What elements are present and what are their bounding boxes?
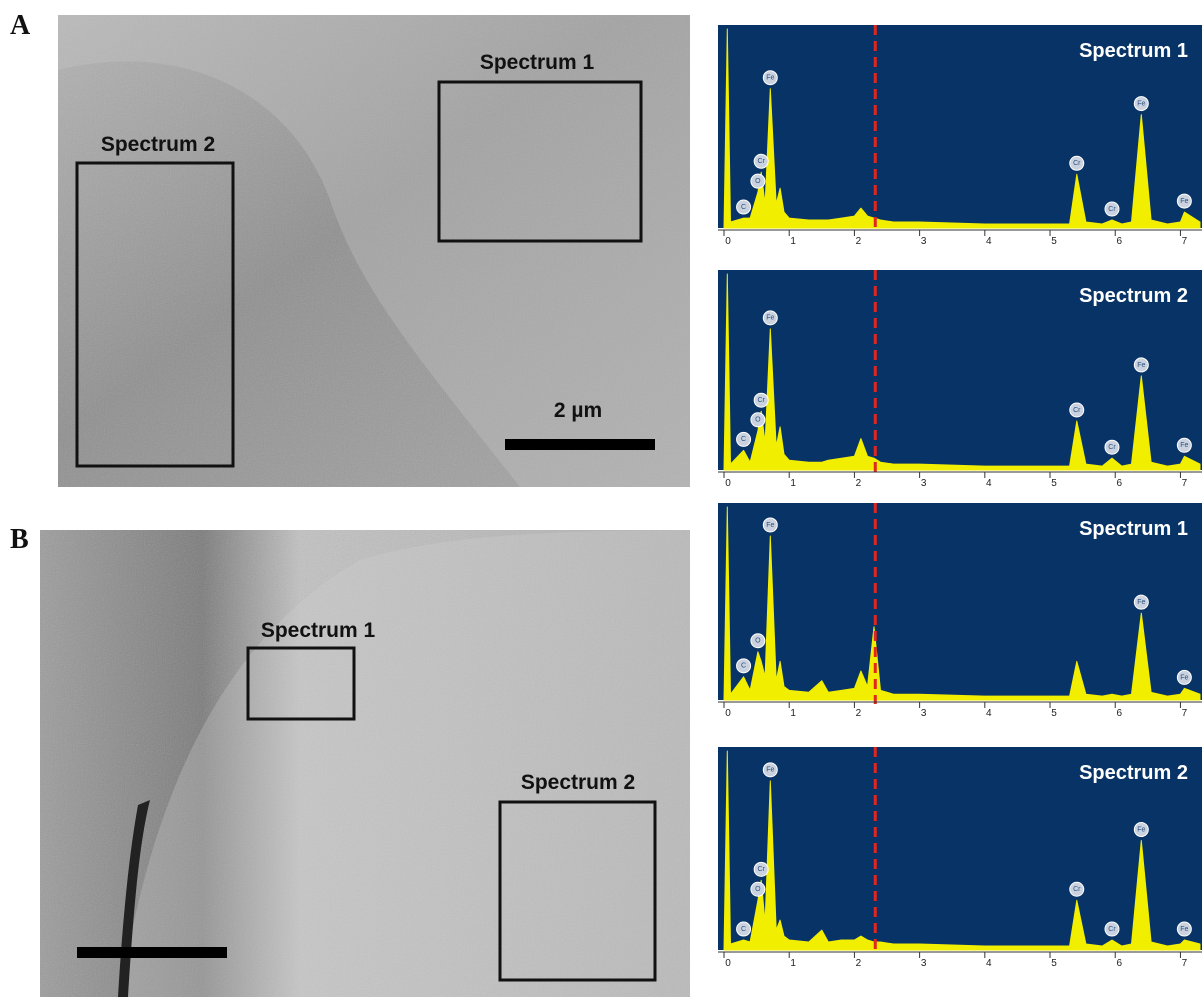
x-tick-label: 4 (986, 478, 992, 489)
x-tick-label: 7 (1182, 478, 1188, 489)
x-tick-label: 2 (856, 478, 862, 489)
region-label: Spectrum 2 (521, 771, 635, 794)
peak-label: O (755, 178, 761, 185)
x-tick-label: 5 (1051, 236, 1057, 247)
x-tick-label: 5 (1051, 958, 1057, 969)
peak-label: Fe (1180, 674, 1188, 681)
peak-label: Fe (1180, 926, 1188, 933)
x-tick-label: 0 (725, 958, 731, 969)
scale-bar (77, 947, 227, 958)
x-tick-label: 1 (790, 478, 796, 489)
x-tick-label: 6 (1116, 958, 1122, 969)
x-tick-label: 1 (790, 958, 796, 969)
spectrum-title: Spectrum 2 (1079, 285, 1188, 307)
x-tick-label: 6 (1116, 236, 1122, 247)
x-tick-label: 3 (921, 478, 927, 489)
peak-label: Cr (1108, 206, 1116, 213)
peak-label: O (755, 886, 761, 893)
peak-label: Cr (757, 158, 765, 165)
peak-label: Fe (1180, 198, 1188, 205)
x-tick-label: 1 (790, 708, 796, 719)
spectrum-title: Spectrum 2 (1079, 762, 1188, 784)
region-label: Spectrum 1 (480, 51, 595, 74)
peak-label: Cr (757, 866, 765, 873)
x-tick-label: 3 (921, 708, 927, 719)
x-tick-label: 3 (921, 236, 927, 247)
peak-label: Fe (1137, 100, 1145, 107)
peak-label: C (741, 663, 746, 670)
spectrum-title: Spectrum 1 (1079, 518, 1188, 540)
x-tick-label: 4 (986, 958, 992, 969)
x-tick-label: 4 (986, 236, 992, 247)
x-tick-label: 5 (1051, 478, 1057, 489)
peak-label: Fe (1180, 442, 1188, 449)
region-label: Spectrum 2 (101, 133, 215, 156)
x-tick-label: 0 (725, 478, 731, 489)
scale-bar (505, 439, 655, 450)
x-tick-label: 2 (856, 236, 862, 247)
x-tick-label: 2 (856, 958, 862, 969)
peak-label: Fe (1137, 826, 1145, 833)
scale-bar-label: 2 µm (554, 399, 602, 422)
x-tick-label: 2 (856, 708, 862, 719)
x-tick-label: 7 (1182, 708, 1188, 719)
peak-label: Fe (766, 75, 774, 82)
peak-label: Fe (1137, 362, 1145, 369)
peak-label: C (741, 436, 746, 443)
peak-label: Fe (766, 315, 774, 322)
region-label: Spectrum 1 (261, 619, 376, 642)
x-tick-label: 7 (1182, 236, 1188, 247)
peak-label: Fe (1137, 599, 1145, 606)
x-tick-label: 0 (725, 708, 731, 719)
x-tick-label: 5 (1051, 708, 1057, 719)
peak-label: Cr (757, 397, 765, 404)
peak-label: Cr (1073, 160, 1081, 167)
x-tick-label: 6 (1116, 478, 1122, 489)
peak-label: Cr (1108, 926, 1116, 933)
spectrum-title: Spectrum 1 (1079, 40, 1188, 62)
x-tick-label: 4 (986, 708, 992, 719)
peak-label: Cr (1073, 407, 1081, 414)
x-tick-label: 1 (790, 236, 796, 247)
panel-label: A (10, 10, 31, 41)
x-tick-label: 0 (725, 236, 731, 247)
figure: A Spectrum 1 Spectrum 2 2 µm B Spectrum … (0, 0, 1203, 997)
x-tick-label: 3 (921, 958, 927, 969)
peak-label: Cr (1073, 886, 1081, 893)
peak-label: Fe (766, 522, 774, 529)
peak-label: Cr (1108, 444, 1116, 451)
x-tick-label: 6 (1116, 708, 1122, 719)
peak-label: C (741, 926, 746, 933)
panel-label: B (10, 524, 29, 555)
peak-label: O (755, 417, 761, 424)
x-tick-label: 7 (1182, 958, 1188, 969)
peak-label: C (741, 204, 746, 211)
peak-label: Fe (766, 767, 774, 774)
peak-label: O (755, 638, 761, 645)
